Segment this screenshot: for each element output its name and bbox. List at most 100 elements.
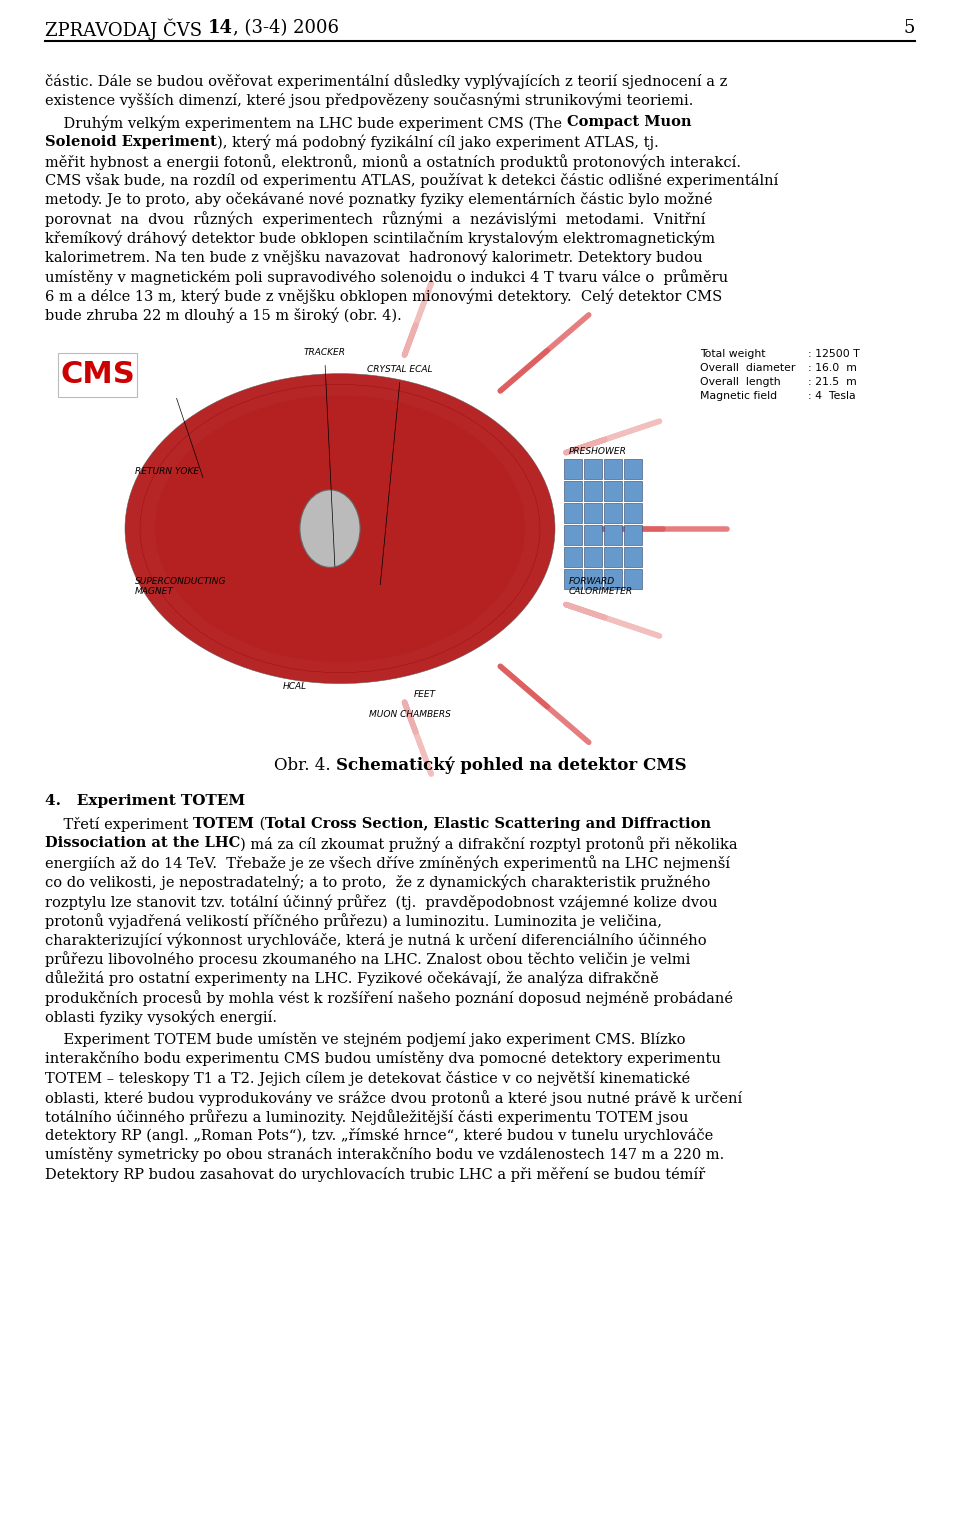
Bar <box>584 546 602 567</box>
Bar <box>564 503 582 523</box>
Text: bude zhruba 22 m dlouhý a 15 m široký (obr. 4).: bude zhruba 22 m dlouhý a 15 m široký (o… <box>45 307 401 323</box>
Text: (: ( <box>254 816 265 830</box>
Text: charakterizující výkonnost urychlováče, která je nutná k určení diferenciálního : charakterizující výkonnost urychlováče, … <box>45 933 707 948</box>
Text: Total Cross Section, Elastic Scattering and Diffraction: Total Cross Section, Elastic Scattering … <box>265 816 711 830</box>
Text: Obr. 4.: Obr. 4. <box>274 757 336 774</box>
Bar <box>45 336 915 737</box>
Bar <box>564 546 582 567</box>
Text: PRESHOWER: PRESHOWER <box>568 446 627 456</box>
Bar <box>624 480 641 500</box>
Text: Detektory RP budou zasahovat do urychlovacích trubic LHC a při měření se budou t: Detektory RP budou zasahovat do urychlov… <box>45 1167 706 1182</box>
Text: energiích až do 14 TeV.  Třebaže je ze všech dříve zmíněných experimentů na LHC : energiích až do 14 TeV. Třebaže je ze vš… <box>45 855 731 872</box>
Text: detektory RP (angl. „Roman Pots“), tzv. „římské hrnce“, které budou v tunelu ury: detektory RP (angl. „Roman Pots“), tzv. … <box>45 1128 713 1144</box>
Text: CALORIMETER: CALORIMETER <box>568 587 633 596</box>
Text: umístěny v magnetickém poli supravodivého solenoidu o indukci 4 T tvaru válce o : umístěny v magnetickém poli supravodivéh… <box>45 269 728 284</box>
Bar <box>604 524 622 544</box>
Bar <box>604 546 622 567</box>
Bar <box>624 569 641 589</box>
Text: : 21.5  m: : 21.5 m <box>808 376 856 387</box>
Text: Solenoid Experiment: Solenoid Experiment <box>45 135 217 148</box>
Text: MAGNET: MAGNET <box>135 587 174 596</box>
Text: Schematický pohled na detektor CMS: Schematický pohled na detektor CMS <box>336 757 686 774</box>
Text: TRACKER: TRACKER <box>304 347 346 356</box>
Text: MUON CHAMBERS: MUON CHAMBERS <box>369 709 451 719</box>
Text: Magnetic field: Magnetic field <box>700 390 778 401</box>
Text: porovnat  na  dvou  různých  experimentech  různými  a  nezávislými  metodami.  : porovnat na dvou různých experimentech r… <box>45 211 706 228</box>
Text: CMS však bude, na rozdíl od experimentu ATLAS, používat k detekci částic odlišné: CMS však bude, na rozdíl od experimentu … <box>45 173 779 188</box>
Text: 4.   Experiment TOTEM: 4. Experiment TOTEM <box>45 794 245 807</box>
Text: , (3-4) 2006: , (3-4) 2006 <box>233 18 339 37</box>
Text: 14: 14 <box>208 18 233 37</box>
Ellipse shape <box>300 489 360 567</box>
Bar <box>564 480 582 500</box>
Bar <box>624 524 641 544</box>
Text: CMS: CMS <box>60 361 134 388</box>
Text: existence vyšších dimenzí, které jsou předpovězeny současnými strunikovými teori: existence vyšších dimenzí, které jsou př… <box>45 92 693 107</box>
Ellipse shape <box>314 511 366 547</box>
Bar <box>624 503 641 523</box>
Text: umístěny symetricky po obou stranách interakčního bodu ve vzdálenostech 147 m a : umístěny symetricky po obou stranách int… <box>45 1147 724 1162</box>
Text: Overall  length: Overall length <box>700 376 780 387</box>
Text: ), který má podobný fyzikální cíl jako experiment ATLAS, tj.: ), který má podobný fyzikální cíl jako e… <box>217 135 659 150</box>
Ellipse shape <box>201 428 480 630</box>
Text: křemíkový dráhový detektor bude obklopen scintilačním krystalovým elektromagneti: křemíkový dráhový detektor bude obklopen… <box>45 231 715 246</box>
Text: částic. Dále se budou ověřovat experimentální důsledky vyplývajících z teorií sj: částic. Dále se budou ověřovat experimen… <box>45 73 728 89</box>
Text: : 4  Tesla: : 4 Tesla <box>808 390 855 401</box>
Text: Experiment TOTEM bude umístěn ve stejném podjemí jako experiment CMS. Blízko: Experiment TOTEM bude umístěn ve stejném… <box>45 1032 685 1047</box>
Text: RETURN YOKE: RETURN YOKE <box>135 466 199 476</box>
Text: Třetí experiment: Třetí experiment <box>45 816 193 832</box>
Text: ZPRAVODAJ ČVS: ZPRAVODAJ ČVS <box>45 18 208 40</box>
Ellipse shape <box>170 407 510 651</box>
Text: TOTEM: TOTEM <box>193 816 254 830</box>
Ellipse shape <box>185 417 494 641</box>
Text: TOTEM – teleskopy T1 a T2. Jejich cílem je detekovat částice v co největší kinem: TOTEM – teleskopy T1 a T2. Jejich cílem … <box>45 1070 690 1086</box>
Bar <box>564 524 582 544</box>
Text: Dissociation at the LHC: Dissociation at the LHC <box>45 836 240 850</box>
Bar <box>604 459 622 479</box>
Text: produkčních procesů by mohla vést k rozšíření našeho poznání doposud nejméně pro: produkčních procesů by mohla vést k rozš… <box>45 989 733 1006</box>
Text: průřezu libovolného procesu zkoumaného na LHC. Znalost obou těchto veličin je ve: průřezu libovolného procesu zkoumaného n… <box>45 951 690 968</box>
Text: Overall  diameter: Overall diameter <box>700 362 796 373</box>
Text: kalorimetrem. Na ten bude z vnějšku navazovat  hadronový kalorimetr. Detektory b: kalorimetrem. Na ten bude z vnějšku nava… <box>45 249 703 266</box>
Bar <box>584 524 602 544</box>
Text: HCAL: HCAL <box>283 682 307 691</box>
Text: co do velikosti, je nepostradatelný; a to proto,  že z dynamických charakteristi: co do velikosti, je nepostradatelný; a t… <box>45 875 710 890</box>
Bar <box>584 459 602 479</box>
Bar <box>604 480 622 500</box>
Ellipse shape <box>279 485 400 572</box>
Text: oblasti, které budou vyprodukovány ve srážce dvou protonů a které jsou nutné prá: oblasti, které budou vyprodukovány ve sr… <box>45 1090 742 1105</box>
Text: Total weight: Total weight <box>700 349 765 359</box>
Bar <box>564 459 582 479</box>
Text: metody. Je to proto, aby očekávané nové poznatky fyziky elementárních částic byl: metody. Je to proto, aby očekávané nové … <box>45 193 712 208</box>
Ellipse shape <box>250 463 430 593</box>
Bar <box>624 459 641 479</box>
Text: SUPERCONDUCTING: SUPERCONDUCTING <box>135 576 227 586</box>
Text: ) má za cíl zkoumat pružný a difrakční rozptyl protonů při několika: ) má za cíl zkoumat pružný a difrakční r… <box>240 836 738 852</box>
Text: důležitá pro ostatní experimenty na LHC. Fyzikové očekávají, že analýza difrakčn: důležitá pro ostatní experimenty na LHC.… <box>45 971 659 986</box>
Ellipse shape <box>222 443 458 613</box>
Text: Druhým velkým experimentem na LHC bude experiment CMS (The: Druhým velkým experimentem na LHC bude e… <box>45 115 566 131</box>
Bar <box>584 569 602 589</box>
Bar <box>624 546 641 567</box>
Bar <box>604 569 622 589</box>
FancyBboxPatch shape <box>58 353 137 396</box>
Bar <box>564 569 582 589</box>
Text: : 16.0  m: : 16.0 m <box>808 362 857 373</box>
Ellipse shape <box>140 384 540 673</box>
Text: : 12500 T: : 12500 T <box>808 349 860 359</box>
Text: 6 m a délce 13 m, který bude z vnějšku obklopen mionovými detektory.  Celý detek: 6 m a délce 13 m, který bude z vnějšku o… <box>45 287 722 304</box>
Text: CRYSTAL ECAL: CRYSTAL ECAL <box>368 364 433 373</box>
Text: rozptylu lze stanovit tzv. totální účinný průřez  (tj.  pravděpodobnost vzájemné: rozptylu lze stanovit tzv. totální účinn… <box>45 894 717 910</box>
Text: FEET: FEET <box>414 690 436 699</box>
Text: protonů vyjadřená velikostí příčného průřezu) a luminozitu. Luminozita je veliči: protonů vyjadřená velikostí příčného prů… <box>45 913 662 930</box>
Ellipse shape <box>156 396 525 662</box>
Text: interakčního bodu experimentu CMS budou umístěny dva pomocné detektory experimen: interakčního bodu experimentu CMS budou … <box>45 1052 721 1066</box>
Text: 5: 5 <box>903 18 915 37</box>
Text: FORWARD: FORWARD <box>568 576 614 586</box>
Ellipse shape <box>125 373 555 683</box>
Text: Compact Muon: Compact Muon <box>566 115 691 130</box>
Bar <box>604 503 622 523</box>
Text: měřit hybnost a energii fotonů, elektronů, mionů a ostatních produktů protonovýc: měřit hybnost a energii fotonů, elektron… <box>45 154 741 170</box>
Bar <box>584 503 602 523</box>
Text: totálního účinného průřezu a luminozity. Nejdůležitější části experimentu TOTEM : totálního účinného průřezu a luminozity.… <box>45 1109 688 1125</box>
